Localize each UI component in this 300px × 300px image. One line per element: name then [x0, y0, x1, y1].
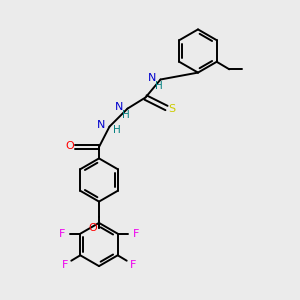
Text: H: H [155, 81, 163, 91]
Text: F: F [61, 260, 68, 271]
Text: N: N [148, 73, 156, 83]
Text: N: N [97, 120, 105, 130]
Text: O: O [65, 141, 74, 152]
Text: F: F [59, 229, 65, 239]
Text: H: H [122, 110, 130, 120]
Text: S: S [168, 103, 175, 114]
Text: F: F [133, 229, 139, 239]
Text: O: O [88, 223, 97, 233]
Text: F: F [130, 260, 136, 271]
Text: H: H [113, 125, 121, 135]
Text: N: N [115, 102, 123, 112]
